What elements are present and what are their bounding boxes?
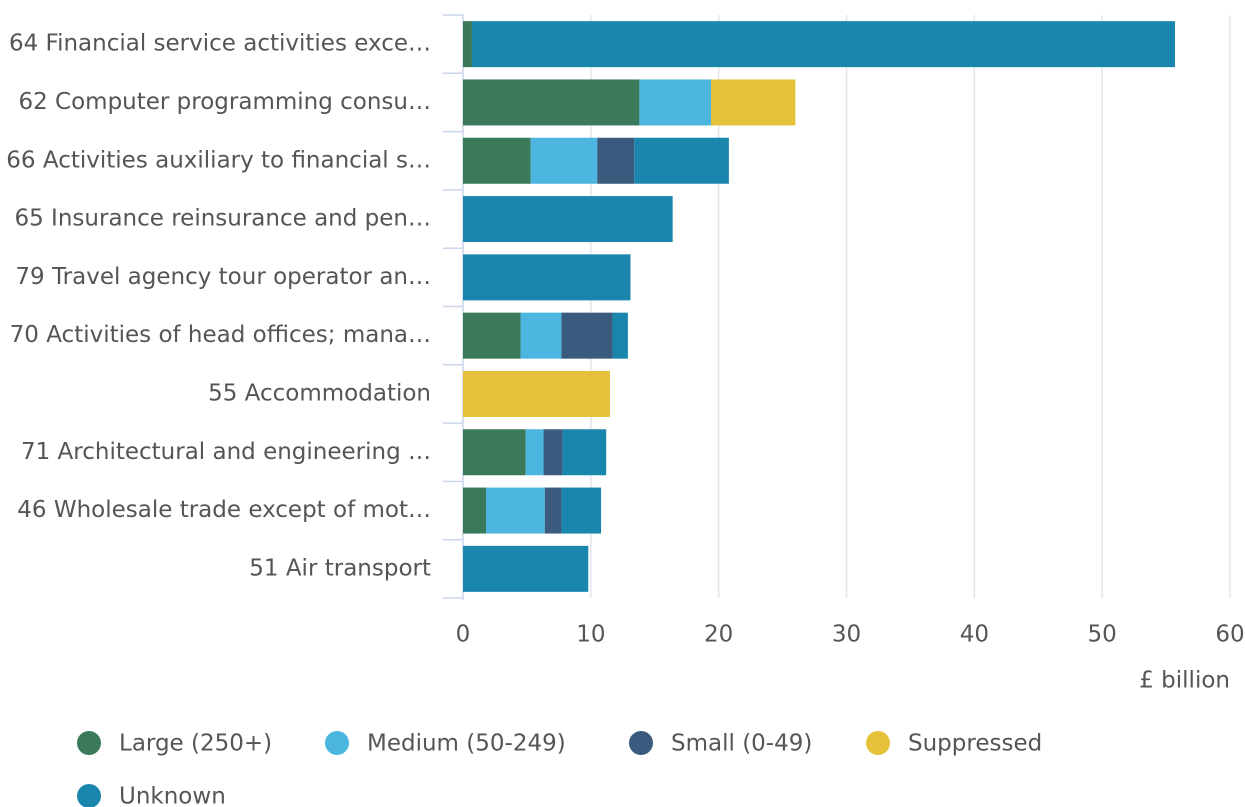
bar-segment [463,312,521,359]
legend-label: Medium (50-249) [367,731,566,757]
y-tick-label: 46 Wholesale trade except of mot… [17,497,431,523]
bar-segment [544,487,562,534]
y-tick-label: 65 Insurance reinsurance and pen… [14,206,431,232]
x-tick-label: 60 [1215,622,1244,648]
bar-segment [463,487,487,534]
legend-label: Unknown [119,784,226,807]
bar-segment [562,429,607,476]
y-tick-label: 71 Architectural and engineering … [21,439,431,465]
bar-segment [597,137,635,184]
bar-segment [463,137,531,184]
y-tick-label: 51 Air transport [249,555,431,581]
x-axis-label: £ billion [1139,668,1230,694]
bar-segment [486,487,545,534]
bar-segment [463,21,472,68]
x-tick-label: 20 [704,622,733,648]
bar-segment [463,254,631,301]
bar-segment [463,196,673,243]
bar-segment [612,312,628,359]
y-tick-label: 62 Computer programming consu… [18,89,431,115]
bar-segment [520,312,562,359]
y-tick-label: 70 Activities of head offices; mana… [10,322,431,348]
bar-segment [710,79,796,126]
bar-segment [471,21,1176,68]
legend-marker [77,731,101,755]
y-tick-label: 79 Travel agency tour operator an… [15,264,431,290]
bar-segment [561,487,602,534]
x-tick-label: 50 [1088,622,1117,648]
legend-label: Large (250+) [119,731,272,757]
bar-segment [463,429,526,476]
bar-segment [463,370,611,417]
legend-label: Small (0-49) [671,731,812,757]
x-tick-label: 10 [576,622,605,648]
legend-marker [77,784,101,807]
bar-segment [634,137,729,184]
x-tick-label: 30 [832,622,861,648]
bar-segment [639,79,711,126]
bar-segment [561,312,613,359]
bar-segment [463,79,640,126]
bar-segment [530,137,598,184]
y-tick-label: 55 Accommodation [208,380,431,406]
legend-label: Suppressed [908,731,1042,757]
legend-marker [325,731,349,755]
y-tick-label: 66 Activities auxiliary to financial s… [6,147,431,173]
legend-marker [866,731,890,755]
bar-segment [543,429,563,476]
legend-marker [629,731,653,755]
y-tick-label: 64 Financial service activities exce… [9,31,431,57]
x-tick-label: 40 [960,622,989,648]
bar-segment [525,429,544,476]
x-tick-label: 0 [456,622,471,648]
bar-segment [463,545,589,592]
